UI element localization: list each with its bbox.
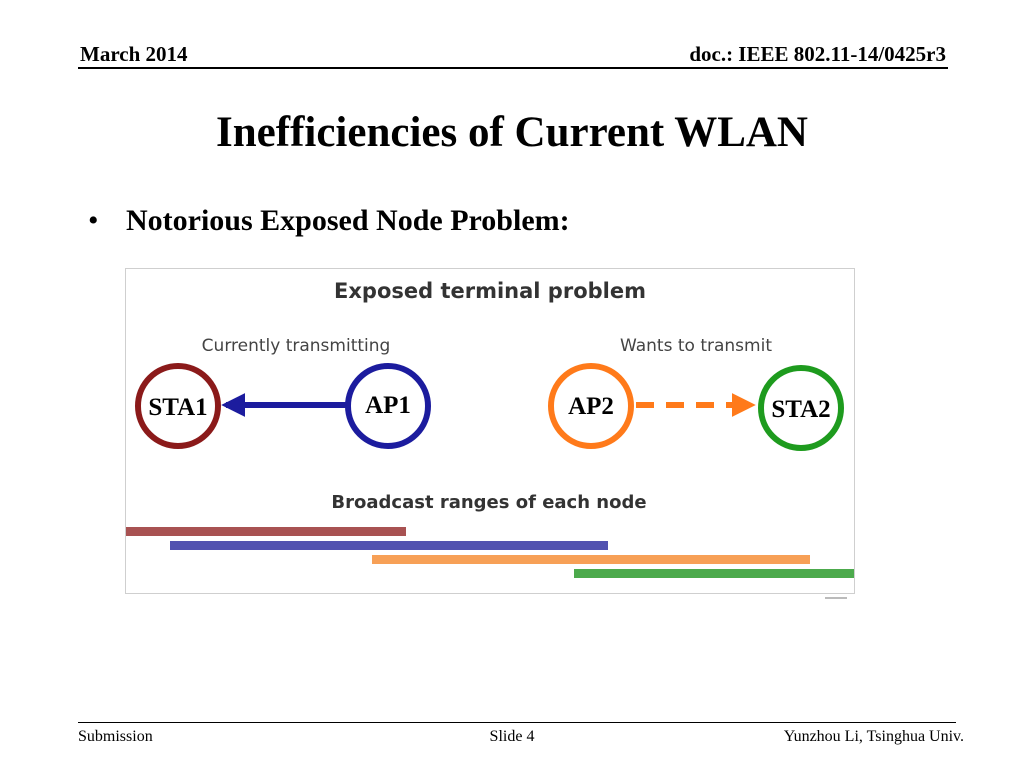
diagram-title: Exposed terminal problem (334, 279, 646, 303)
bullet-dot-icon: • (88, 204, 99, 237)
range-bar-ap2 (372, 555, 810, 564)
caption-wants-to-transmit: Wants to transmit (620, 336, 772, 356)
exposed-terminal-diagram: Exposed terminal problem Currently trans… (125, 268, 855, 594)
range-bar-sta2 (574, 569, 854, 578)
range-bar-sta1 (126, 527, 406, 536)
node-ap2: AP2 (548, 363, 634, 449)
range-bar-ap1 (170, 541, 608, 550)
node-ap1: AP1 (345, 363, 431, 449)
caption-currently-transmitting: Currently transmitting (202, 336, 391, 356)
header-date: March 2014 (80, 42, 188, 66)
node-ap2-label: AP2 (568, 393, 614, 420)
footer-author: Yunzhou Li, Tsinghua Univ. (783, 728, 964, 745)
slide-title: Inefficiencies of Current WLAN (216, 109, 808, 156)
header-divider (78, 67, 948, 69)
header-doc-id: doc.: IEEE 802.11-14/0425r3 (689, 42, 946, 66)
ranges-title: Broadcast ranges of each node (331, 492, 646, 513)
footer-slide-number: Slide 4 (489, 728, 535, 745)
footer-divider (78, 722, 956, 723)
node-ap1-label: AP1 (365, 392, 411, 419)
node-sta2: STA2 (758, 365, 844, 451)
node-sta1: STA1 (135, 363, 221, 449)
bullet-item: • Notorious Exposed Node Problem: (88, 204, 570, 238)
node-sta2-label: STA2 (771, 396, 830, 423)
bullet-text: Notorious Exposed Node Problem: (126, 204, 570, 237)
figure-divider (825, 597, 847, 599)
node-sta1-label: STA1 (148, 394, 207, 421)
footer-submission: Submission (78, 728, 153, 745)
